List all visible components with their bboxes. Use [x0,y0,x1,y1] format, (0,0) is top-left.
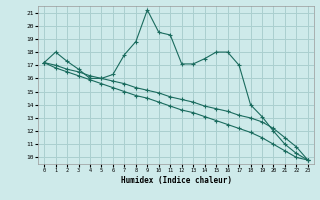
X-axis label: Humidex (Indice chaleur): Humidex (Indice chaleur) [121,176,231,185]
